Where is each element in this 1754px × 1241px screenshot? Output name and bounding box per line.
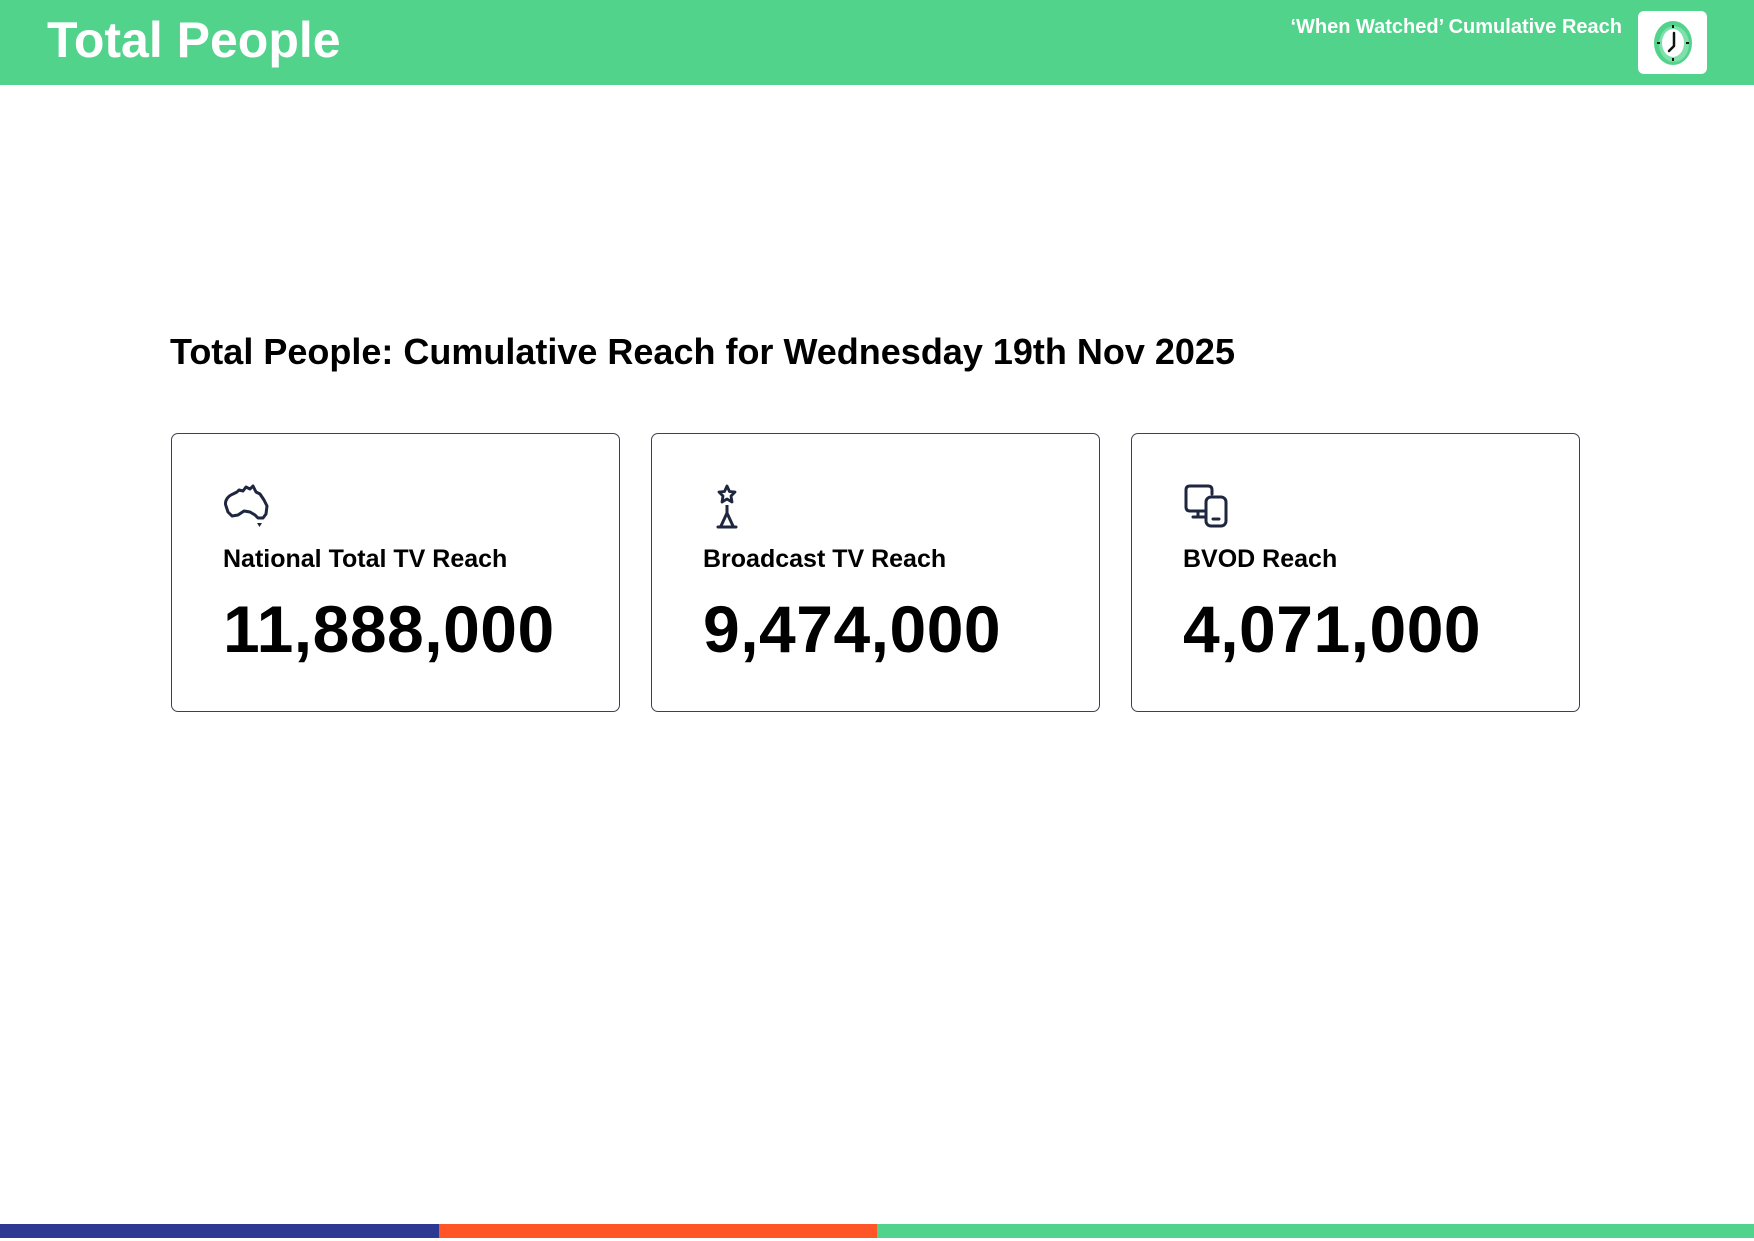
clock-icon: [1653, 20, 1692, 65]
page-title: Total People: [47, 12, 341, 68]
devices-icon: [1184, 484, 1228, 528]
report-subtitle: ‘When Watched’ Cumulative Reach: [1290, 16, 1622, 38]
card-label: BVOD Reach: [1183, 545, 1338, 573]
card-value: 9,474,000: [703, 592, 1002, 666]
card-label: Broadcast TV Reach: [703, 545, 947, 573]
national-total-tv-reach-card: National Total TV Reach 11,888,000: [171, 433, 620, 712]
broadcast-tv-reach-card: Broadcast TV Reach 9,474,000: [651, 433, 1100, 712]
bvod-reach-card: BVOD Reach 4,071,000: [1131, 433, 1580, 712]
clock-logo: [1638, 11, 1707, 74]
header-bar: Total People ‘When Watched’ Cumulative R…: [0, 0, 1754, 85]
australia-map-icon: [224, 484, 269, 527]
footer-color-bar: [0, 1224, 1754, 1238]
broadcast-tower-icon: [716, 484, 738, 529]
card-value: 11,888,000: [223, 592, 555, 666]
card-value: 4,071,000: [1183, 592, 1482, 666]
footer-segment-orange: [438, 1224, 877, 1238]
footer-segment-navy: [0, 1224, 439, 1238]
card-label: National Total TV Reach: [223, 545, 508, 573]
page-heading: Total People: Cumulative Reach for Wedne…: [170, 331, 1235, 372]
footer-segment-green: [877, 1224, 1754, 1238]
